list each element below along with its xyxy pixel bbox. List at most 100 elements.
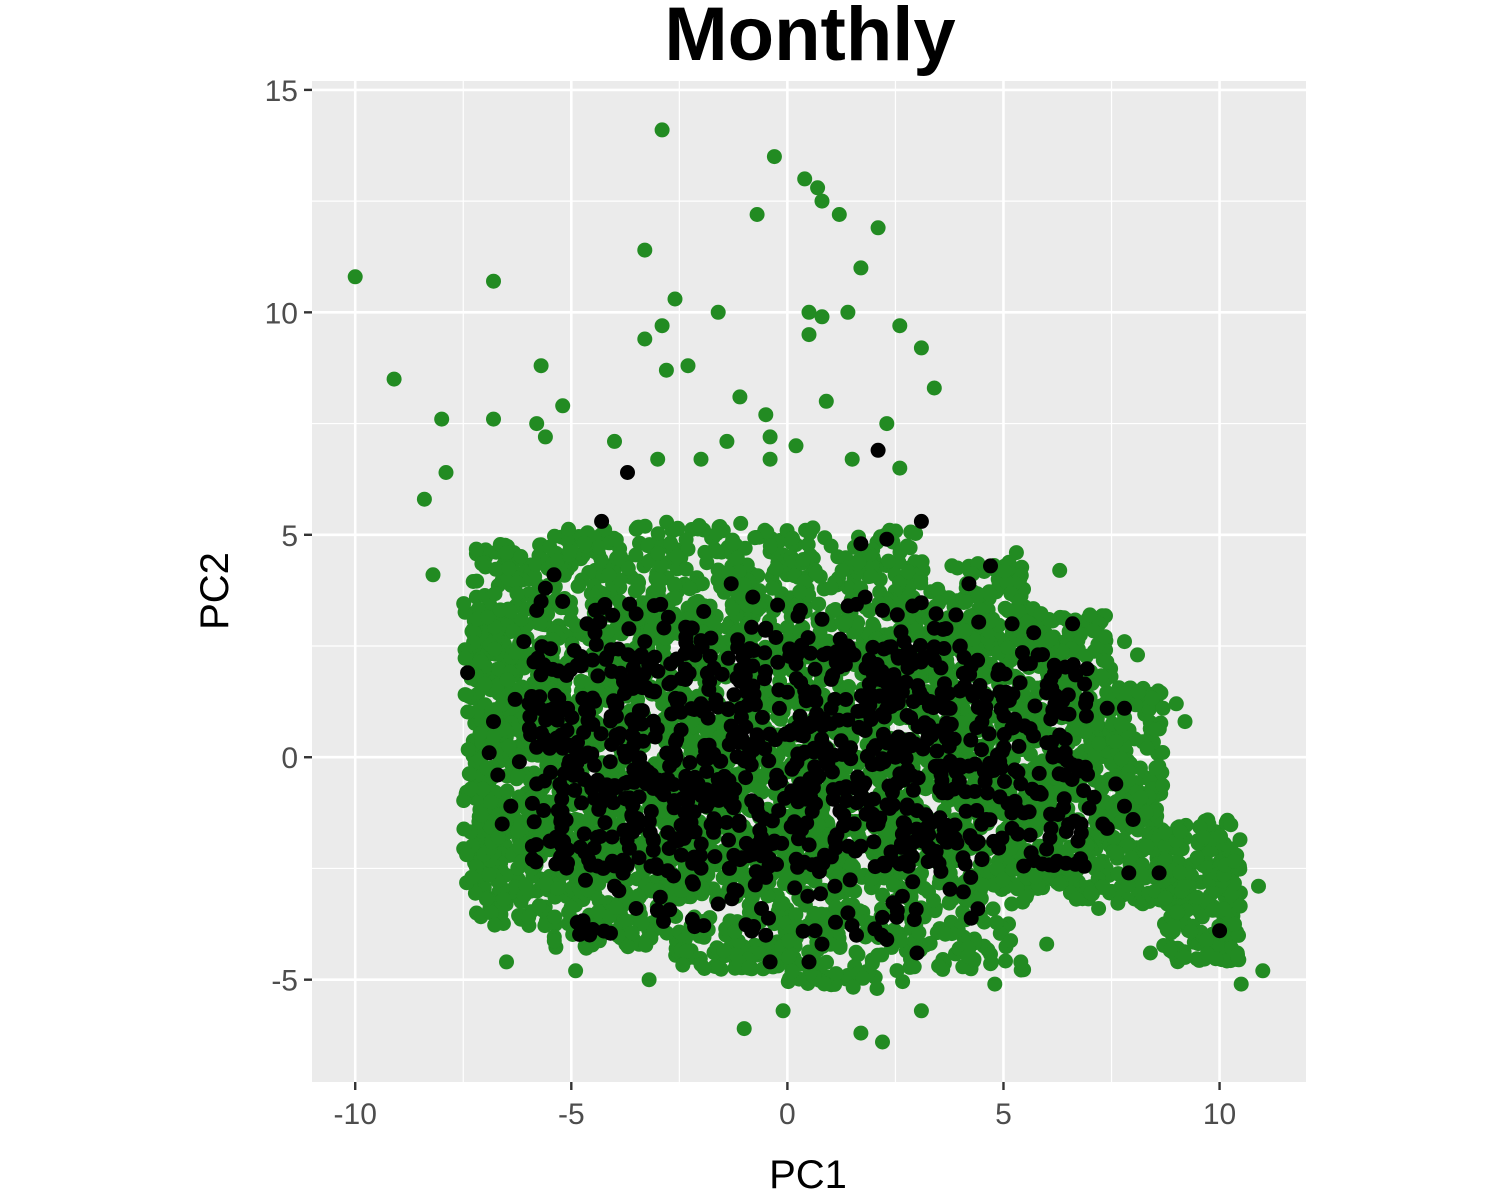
data-point <box>1189 889 1205 905</box>
data-point <box>1077 676 1093 692</box>
data-point <box>1072 627 1088 643</box>
data-point <box>591 539 607 555</box>
data-point <box>892 460 908 476</box>
data-point <box>638 937 654 953</box>
data-point <box>1172 824 1188 840</box>
data-point <box>788 907 804 923</box>
data-point <box>1091 736 1107 751</box>
data-point <box>931 958 947 974</box>
data-point <box>1000 603 1016 619</box>
data-point <box>524 689 540 704</box>
data-point <box>908 526 924 541</box>
data-point <box>1216 901 1232 917</box>
data-point <box>472 726 488 742</box>
data-point <box>477 676 493 692</box>
data-point <box>458 687 474 703</box>
data-point <box>416 491 432 507</box>
data-point <box>512 839 527 855</box>
data-point <box>792 584 808 600</box>
data-point <box>487 641 502 657</box>
data-point <box>1119 685 1135 701</box>
data-point <box>438 465 454 480</box>
data-point <box>788 438 804 454</box>
data-point <box>814 193 830 209</box>
data-point <box>654 318 670 334</box>
data-point <box>963 732 979 748</box>
data-point <box>899 538 915 554</box>
data-point <box>727 924 743 940</box>
data-point <box>554 791 570 807</box>
data-point <box>1177 714 1193 730</box>
data-point <box>816 976 832 992</box>
data-point <box>1162 942 1178 958</box>
data-point <box>1078 648 1094 664</box>
data-point <box>696 961 712 976</box>
data-point <box>1157 825 1173 841</box>
data-point <box>736 1021 752 1037</box>
data-point <box>741 960 757 976</box>
data-point <box>1121 772 1137 788</box>
data-point <box>997 563 1013 579</box>
data-point <box>456 596 472 612</box>
data-point <box>347 269 363 285</box>
data-point <box>508 645 524 661</box>
data-point <box>996 739 1012 755</box>
data-point <box>785 530 800 546</box>
data-point <box>838 692 854 707</box>
data-point <box>487 917 503 933</box>
data-point <box>536 658 552 674</box>
data-point <box>481 867 497 883</box>
data-point <box>760 888 776 904</box>
data-point <box>678 768 694 784</box>
data-point <box>1007 711 1023 727</box>
data-point <box>1007 762 1023 778</box>
data-point <box>870 947 886 963</box>
data-point <box>543 641 558 657</box>
data-point <box>1087 747 1103 763</box>
data-point <box>1167 918 1182 934</box>
data-point <box>604 737 620 752</box>
data-point <box>473 807 489 823</box>
data-point <box>550 881 565 896</box>
data-point <box>627 583 643 599</box>
data-point <box>505 623 521 639</box>
data-point <box>658 362 674 378</box>
data-point <box>844 857 860 873</box>
data-point <box>1139 838 1155 854</box>
data-point <box>775 1003 791 1019</box>
data-point <box>509 575 525 590</box>
data-point <box>729 550 745 566</box>
data-point <box>578 940 594 956</box>
data-point <box>473 654 489 670</box>
data-point <box>837 615 853 631</box>
data-point <box>1230 947 1245 963</box>
data-point <box>811 596 827 612</box>
data-point <box>546 933 562 949</box>
chart-title: Monthly <box>664 0 955 77</box>
data-point <box>960 949 976 964</box>
data-point <box>659 925 675 941</box>
data-point <box>1015 645 1030 661</box>
data-point <box>1199 946 1215 962</box>
data-point <box>667 291 683 307</box>
data-point <box>982 587 998 603</box>
data-point <box>1094 668 1109 684</box>
data-point <box>1065 657 1081 673</box>
data-point <box>806 905 822 921</box>
data-point <box>930 581 946 597</box>
data-point <box>459 847 475 863</box>
data-point <box>499 672 515 688</box>
data-point <box>1157 852 1173 868</box>
data-point <box>1052 562 1068 578</box>
data-point <box>624 925 640 941</box>
data-point <box>1002 841 1018 857</box>
data-point <box>650 526 666 542</box>
data-point <box>1079 661 1095 677</box>
data-point <box>524 795 540 811</box>
data-point <box>590 668 606 684</box>
data-point <box>1134 866 1150 882</box>
data-point <box>654 122 670 138</box>
data-point <box>456 821 472 837</box>
data-point <box>1155 700 1171 716</box>
data-point <box>1155 777 1171 793</box>
